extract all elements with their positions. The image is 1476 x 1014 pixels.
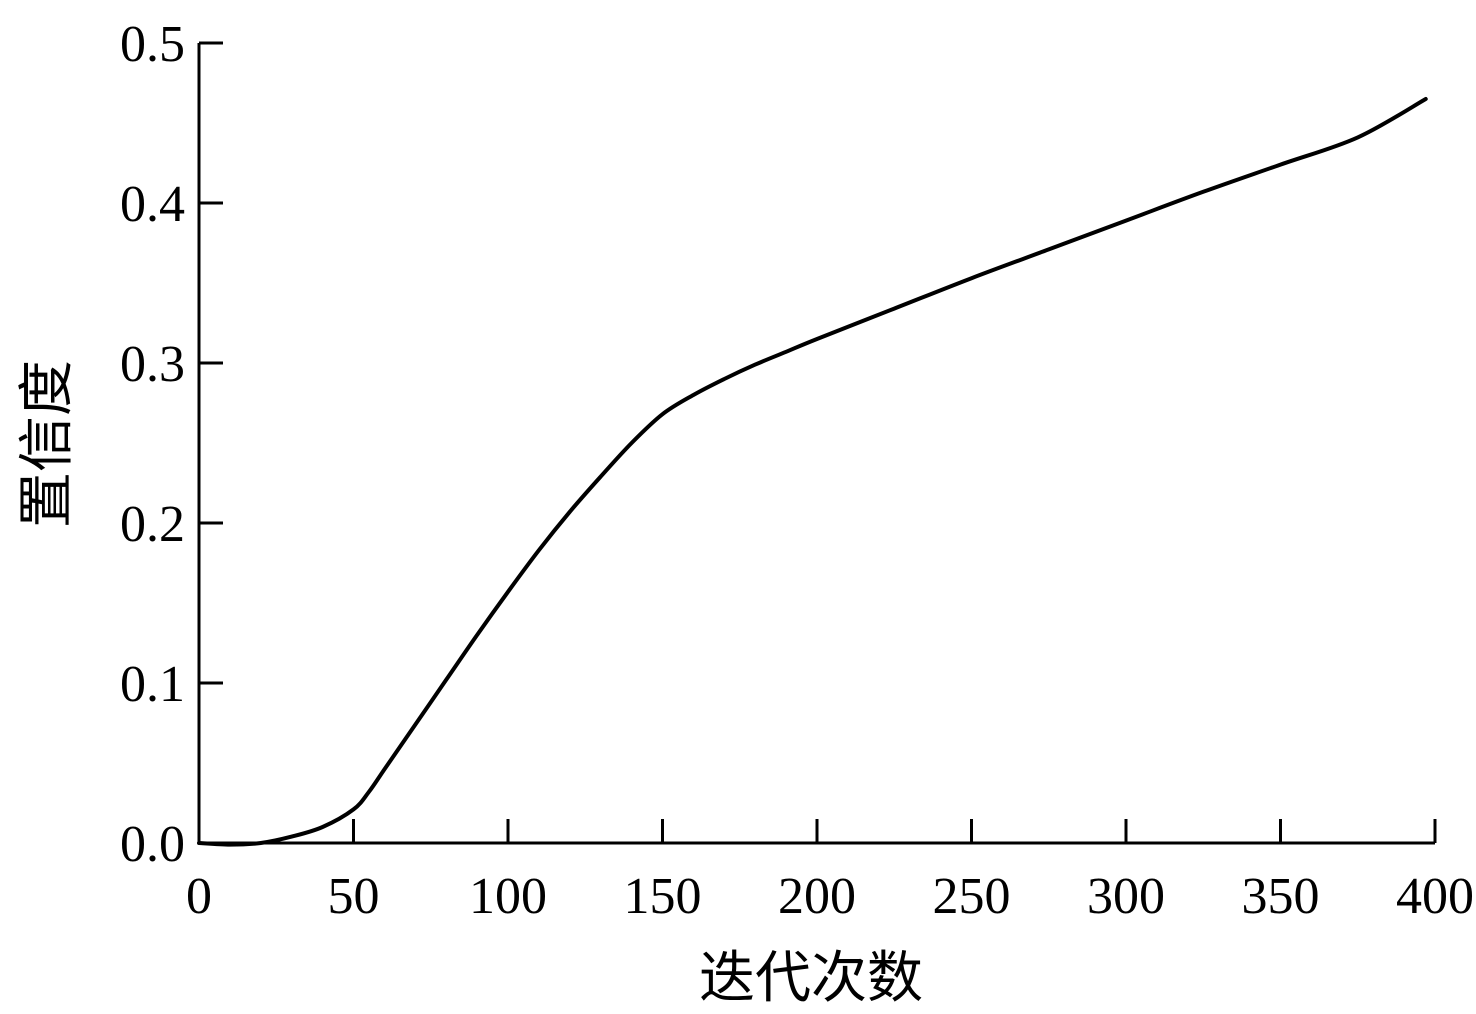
x-tick-label: 0 xyxy=(186,868,212,925)
x-tick-label: 50 xyxy=(328,868,380,925)
x-tick-label: 100 xyxy=(469,868,547,925)
axes xyxy=(197,43,1435,845)
y-tick-label: 0.4 xyxy=(120,176,185,233)
x-tick-label: 300 xyxy=(1087,868,1165,925)
x-axis-title: 迭代次数 xyxy=(699,946,923,1011)
x-tick-label: 350 xyxy=(1242,868,1320,925)
y-tick-label: 0.1 xyxy=(120,656,185,713)
y-tick-label: 0.3 xyxy=(120,336,185,393)
x-axis-ticks: 0 50 100 150 200 250 300 350 400 xyxy=(186,819,1474,925)
x-tick-label: 150 xyxy=(624,868,702,925)
y-tick-label: 0.0 xyxy=(120,816,185,873)
x-tick-label: 400 xyxy=(1396,868,1474,925)
y-axis-ticks: 0.0 0.1 0.2 0.3 0.4 0.5 xyxy=(120,16,223,873)
x-tick-label: 200 xyxy=(778,868,856,925)
y-tick-label: 0.2 xyxy=(120,496,185,553)
x-tick-label: 250 xyxy=(933,868,1011,925)
series-line xyxy=(197,97,1428,847)
series-layer xyxy=(197,97,1428,847)
y-tick-label: 0.5 xyxy=(120,16,185,73)
y-axis-title: 置信度 xyxy=(15,360,80,528)
